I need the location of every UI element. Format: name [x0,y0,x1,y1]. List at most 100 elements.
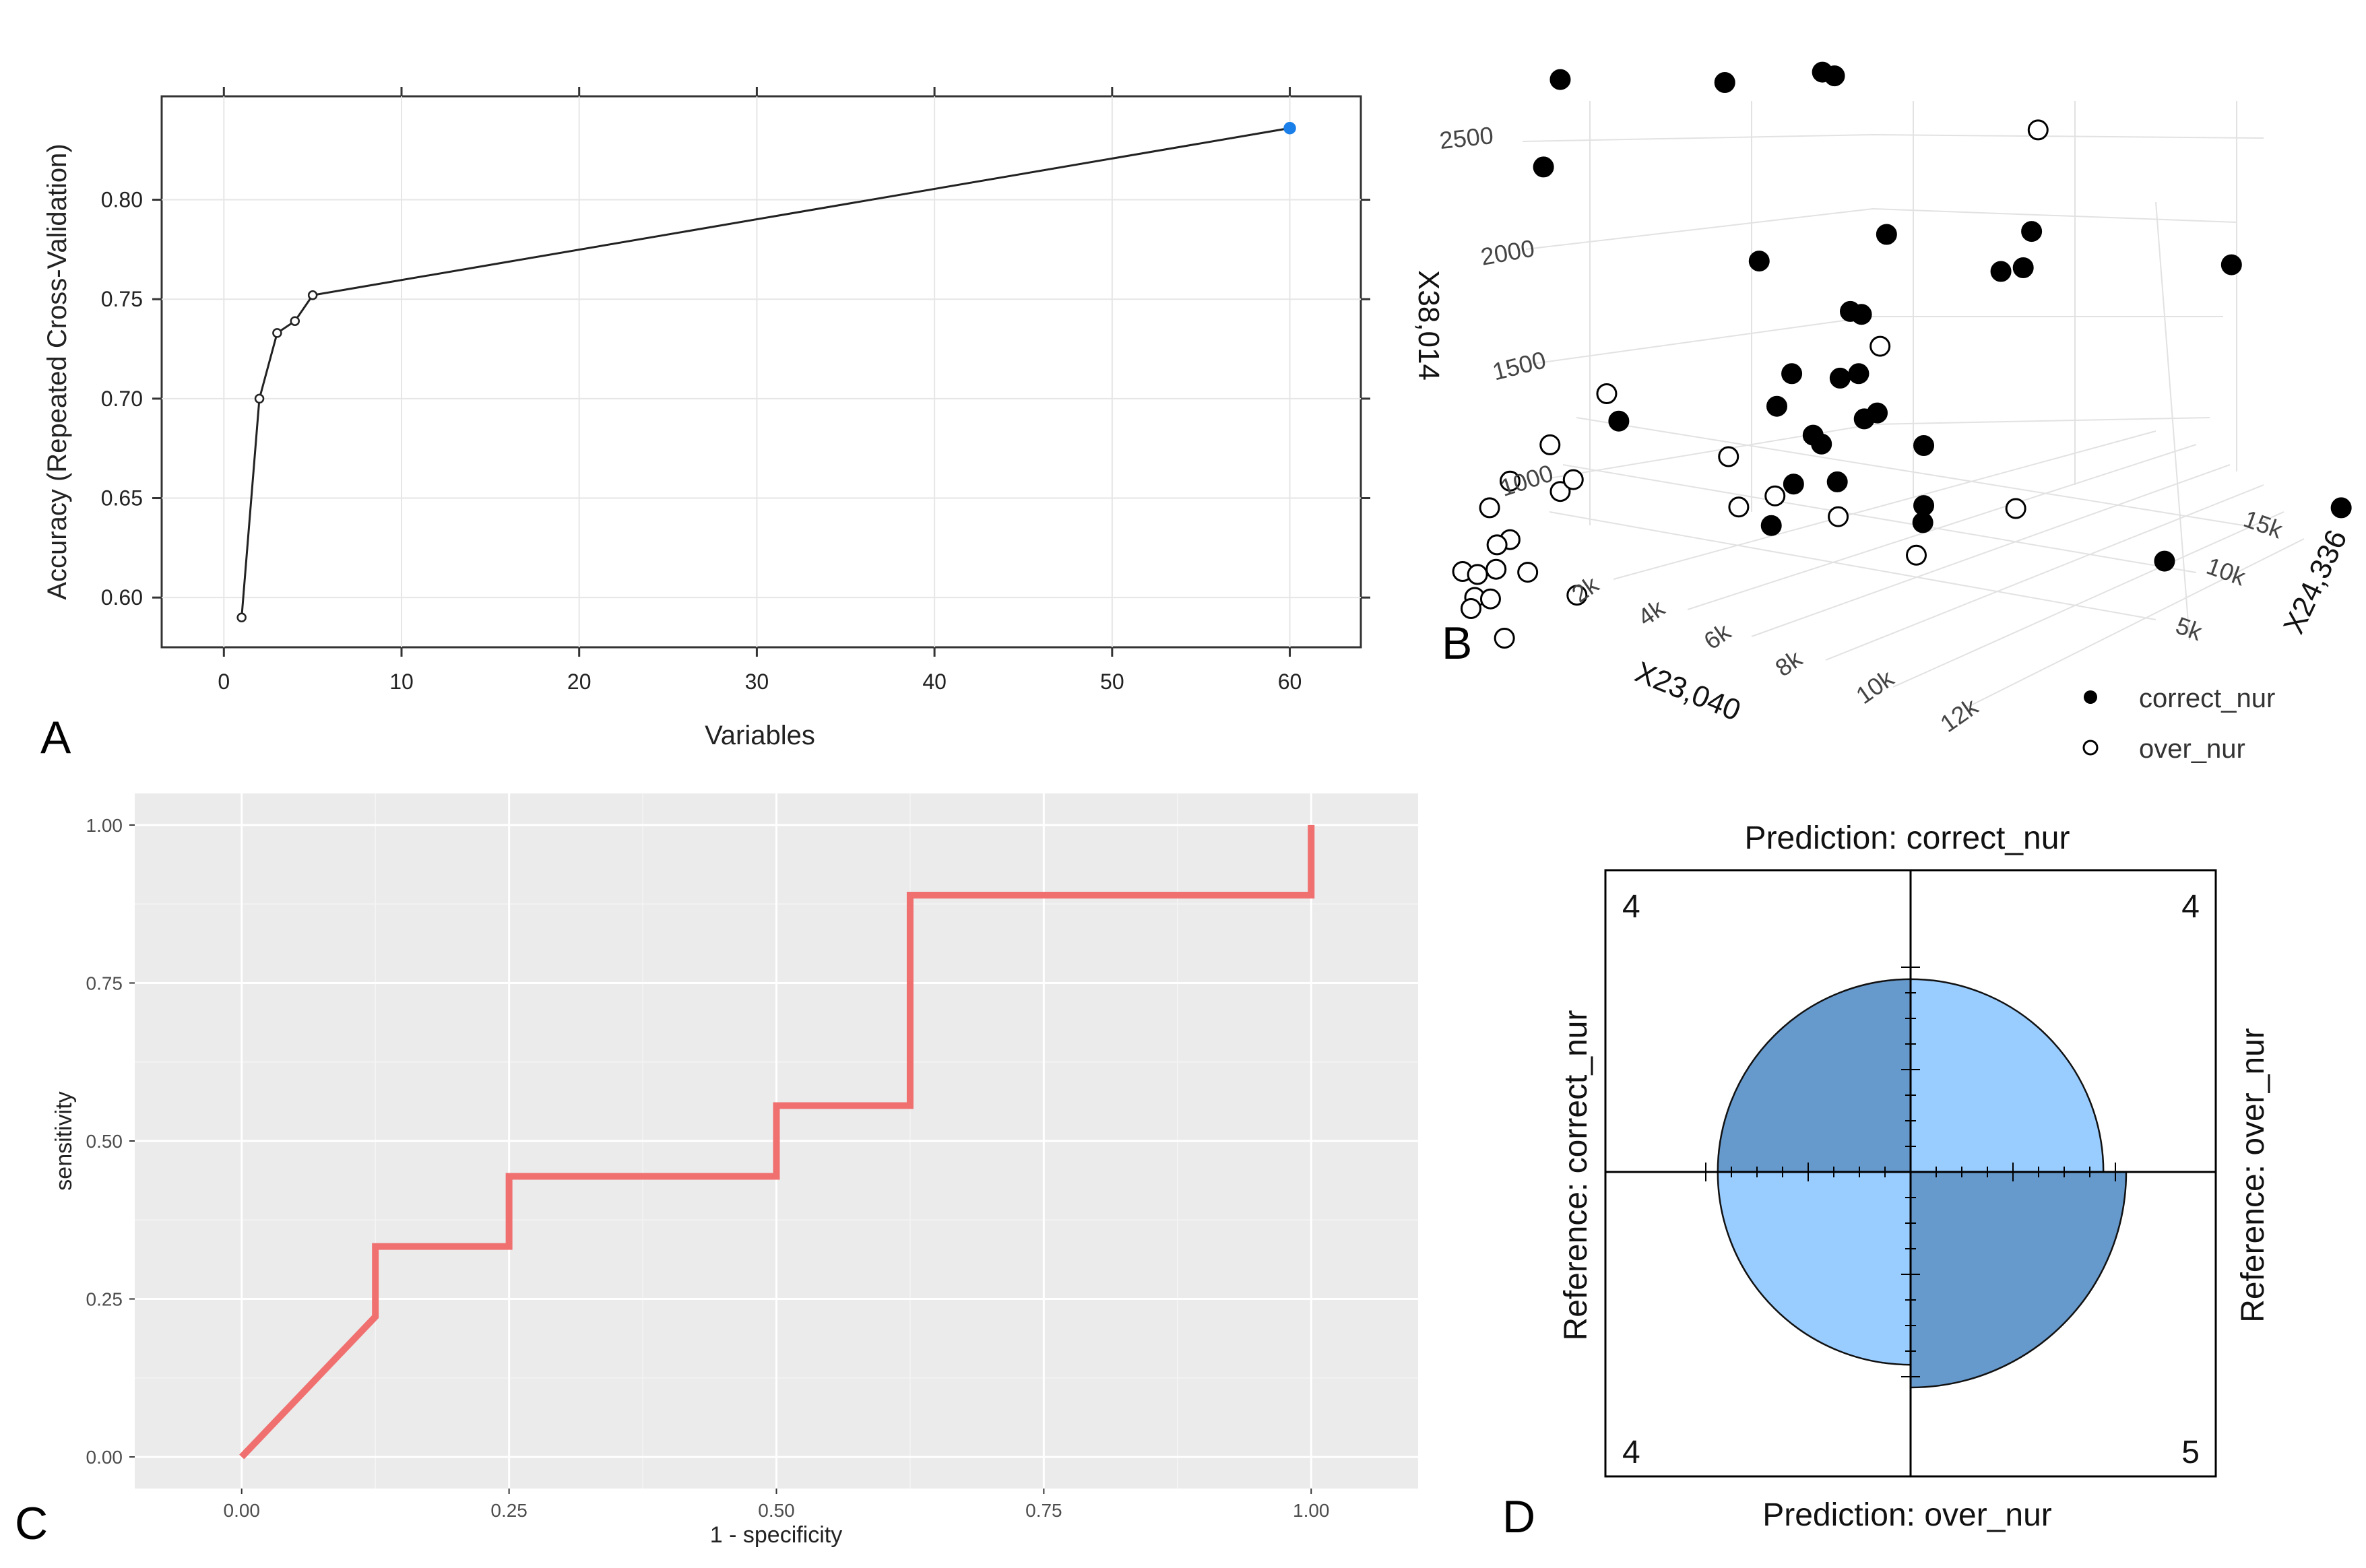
panel-b-point-correct_nur-17 [1766,395,1787,417]
panel-a-point-0 [236,612,247,622]
panel-a-ytick-label-2: 0.70 [101,387,143,411]
panel-c-ytick-label-1: 0.25 [86,1289,123,1310]
panel-b-point-over_nur-13 [1517,562,1539,583]
x-tick-4k: 4k [1632,593,1669,631]
panel-c-ticks: 0.00 0.25 0.50 0.75 1.00 0.00 0.25 0.50 0.75 1.00 [86,815,1330,1521]
panel-b-x-ticks: 2k 4k 6k 8k 10k 12k [1566,570,1983,738]
panel-a-ytick-label-1: 0.65 [101,486,143,511]
panel-a-grid [162,96,1361,647]
panel-label-a: A [40,712,71,763]
panel-a-ytick-label-4: 0.80 [101,188,143,212]
panel-b-point-over_nur-11 [1467,564,1488,585]
panel-b-legend: correct_nur over_nur [2082,684,2275,764]
panel-b-y-ticks: 5k 10k 15k [2172,504,2287,646]
panel-b-point-over_nur-6 [1562,469,1584,490]
panel-b-point-over_nur-0 [2027,119,2049,141]
panel-b-point-correct_nur-14 [1829,367,1851,389]
z-tick-1000: 1000 [1497,459,1557,502]
panel-b-point-correct_nur-10 [2220,254,2242,275]
panel-b-point-correct_nur-28 [2330,497,2352,519]
legend-marker-correct-nur [2084,690,2097,704]
panel-b-point-correct_nur-4 [1533,156,1554,178]
panel-b-point-correct_nur-24 [1913,435,1935,456]
panel-b-point-over_nur-23 [2005,498,2026,519]
panel-a-xlabel: Variables [705,721,815,750]
panel-b-point-over_nur-7 [1479,497,1500,519]
panel-a-xtick-label-20: 20 [567,669,592,694]
panel-b-point-over_nur-20 [1728,496,1750,518]
panel-a-ticks: 0 10 20 30 40 50 60 0.60 0.65 0.70 0.75 0.80 [101,87,1370,694]
panel-b-xlabel: X23,040 [1630,655,1745,727]
panel-label-b: B [1442,618,1472,669]
panel-c-series [239,824,1315,1460]
panel-b-point-correct_nur-3 [1824,65,1845,87]
fourfold-label-bottom: Prediction: over_nur [1762,1497,2052,1533]
panel-b-point-over_nur-17 [1479,588,1501,610]
x-tick-6k: 6k [1698,617,1735,655]
panel-b-points [1452,61,2352,649]
panel-b-point-correct_nur-19 [1867,402,1888,424]
panel-d-quadrants [1717,978,2128,1389]
fourfold-label-top: Prediction: correct_nur [1745,820,2070,856]
panel-b-point-over_nur-16 [1460,598,1481,619]
panel-a-xtick-label-60: 60 [1278,669,1302,694]
panel-d-fourfold-plot: Prediction: correct_nur Prediction: over… [1502,820,2271,1542]
panel-c-xtick-label-1: 0.25 [490,1500,527,1521]
panel-a-point-1 [254,393,265,404]
panel-b-point-over_nur-18 [1494,628,1515,649]
legend-label-correct-nur: correct_nur [2139,684,2275,713]
panel-c-ytick-label-3: 0.75 [86,973,123,993]
fourfold-count-bottom-left: 4 [1622,1435,1640,1470]
panel-label-d: D [1502,1491,1535,1542]
panel-b-point-over_nur-19 [1718,446,1739,467]
panel-c-xtick-label-3: 0.75 [1025,1500,1062,1521]
panel-a-xtick-label-0: 0 [218,669,230,694]
panel-b-point-correct_nur-16 [1608,410,1630,432]
panel-b-zlabel: X38,014 [1412,270,1445,381]
panel-b-point-correct_nur-7 [2021,221,2043,242]
panel-a-series [236,121,1296,622]
panel-b-point-over_nur-5 [1549,481,1571,502]
panel-a-ytick-label-0: 0.60 [101,585,143,610]
fourfold-quadrant-top-right [1909,978,2105,1173]
x-tick-8k: 8k [1770,644,1807,682]
panel-b-z-ticks: 2500 2000 1500 1000 [1438,121,1557,502]
panel-b-point-correct_nur-26 [1913,495,1935,517]
panel-b-point-correct_nur-8 [1990,261,2012,282]
panel-c-ytick-label-4: 1.00 [86,815,123,836]
panel-c-xtick-label-4: 1.00 [1293,1500,1330,1521]
fourfold-quadrant-bottom-left [1717,1171,1912,1366]
panel-b-point-over_nur-14 [1566,585,1588,606]
panel-b-point-over_nur-12 [1485,558,1507,580]
panel-b-point-over_nur-4 [1499,470,1521,492]
panel-b-point-correct_nur-15 [1848,363,1869,385]
panel-b-point-correct_nur-0 [1549,69,1571,90]
fourfold-quadrant-top-left [1717,978,1912,1173]
panel-a-accuracy-chart: 0 10 20 30 40 50 60 0.60 0.65 0.70 0.75 0.80 Variab… [40,87,1370,763]
fourfold-quadrant-bottom-right [1909,1171,2128,1389]
panel-b-point-correct_nur-12 [1851,304,1872,325]
panel-b-point-correct_nur-23 [1826,471,1848,492]
fourfold-count-top-right: 4 [2181,889,2200,925]
y-tick-15k: 15k [2240,504,2287,544]
panel-b-3d-scatter: 2500 2000 1500 1000 X38,014 2k 4k 6k 8k … [1412,61,2354,764]
panel-b-point-correct_nur-29 [2154,550,2175,572]
panel-b-point-over_nur-21 [1764,485,1786,507]
panel-c-roc-line [239,824,1315,1460]
panel-c-roc-chart: 0.00 0.25 0.50 0.75 1.00 0.00 0.25 0.50 0.75 1.00… [15,793,1418,1549]
panel-c-xlabel: 1 - specificity [710,1522,843,1548]
panel-c-xtick-label-2: 0.50 [758,1500,795,1521]
panel-label-c: C [15,1498,48,1549]
x-tick-12k: 12k [1935,692,1983,738]
panel-b-point-correct_nur-25 [1760,515,1782,536]
panel-b-point-correct_nur-5 [1748,251,1770,272]
panel-b-point-correct_nur-22 [1783,473,1804,495]
legend-marker-over-nur [2082,740,2099,756]
legend-label-over-nur: over_nur [2139,734,2245,764]
panel-b-point-correct_nur-9 [2012,257,2034,278]
panel-b-point-correct_nur-21 [1802,424,1824,446]
panel-b-point-over_nur-9 [1486,534,1508,556]
panel-b-point-over_nur-3 [1539,434,1561,455]
z-tick-1500: 1500 [1490,346,1549,385]
